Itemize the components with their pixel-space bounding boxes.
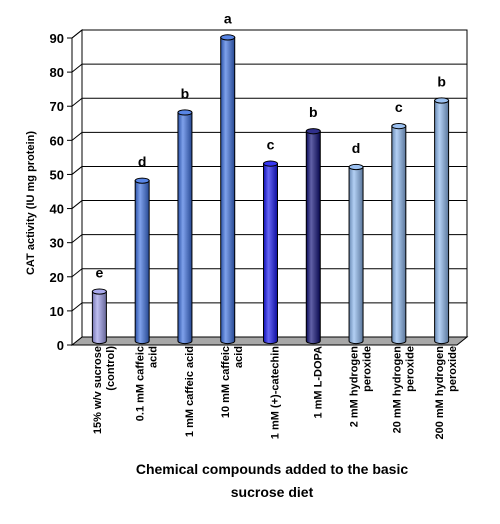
gridline-side: [71, 234, 83, 244]
bar-top: [134, 177, 150, 184]
x-tick-label: 2 mM hydrogen peroxide: [349, 346, 374, 428]
x-tick-label: 10 mM caffeic acid: [220, 346, 245, 418]
x-tick-label-line: 20 mM hydrogen: [391, 346, 403, 434]
y-tick-label: 50: [50, 167, 64, 182]
bar-body: [220, 36, 236, 345]
bar-body: [91, 291, 107, 345]
y-tick-label: 20: [50, 270, 64, 285]
bar-body: [305, 130, 321, 345]
bar-top: [263, 160, 278, 167]
bar-top: [177, 109, 193, 116]
significance-letter: c: [395, 99, 403, 115]
x-tick-label-line: 15% w/v sucrose: [92, 346, 104, 434]
x-tick-label: 1 mM (+)-catechin: [270, 346, 282, 439]
x-tick-label: 15% w/v sucrose (control): [92, 346, 117, 434]
y-tick-label: 30: [50, 236, 64, 251]
x-tick-label: 0.1 mM caffeic acid: [135, 346, 160, 421]
significance-letter: d: [138, 154, 147, 170]
significance-letter: b: [309, 104, 318, 120]
significance-letter: b: [437, 74, 446, 90]
bar-top: [91, 288, 107, 295]
y-tick-label: 0: [57, 338, 64, 353]
x-tick-label-line: peroxide: [404, 346, 416, 392]
x-tick-label-line: 0.1 mM caffeic: [135, 346, 147, 421]
bar: [220, 34, 236, 345]
bar: [348, 163, 364, 345]
y-tick-label: 80: [50, 65, 64, 80]
x-tick-label-line: 200 mM hydrogen: [434, 346, 446, 440]
gridline-side: [71, 302, 83, 312]
y-tick-label: 10: [50, 304, 64, 319]
gridline-side: [71, 63, 83, 73]
x-tick-label: 1 mM caffeic acid: [184, 346, 196, 437]
gridline-side: [71, 166, 83, 175]
x-tick-label-line: peroxide: [362, 346, 374, 392]
x-tick-label-line: (control): [105, 346, 117, 391]
side-wall: [71, 28, 83, 347]
x-tick-label-line: 1 mM L-DOPA: [312, 346, 324, 419]
x-axis-label-line-1: Chemical compounds added to the basic: [136, 461, 408, 477]
x-axis-label-line-2: sucrose diet: [231, 484, 314, 500]
bar: [177, 109, 193, 345]
bar: [134, 177, 150, 345]
significance-letters: e d b a c b d c b: [95, 10, 445, 280]
bar-body: [391, 125, 407, 345]
y-tick-label: 90: [50, 31, 64, 46]
x-tick-label-line: peroxide: [447, 346, 459, 392]
y-axis-label: CAT activity (IU mg protein): [25, 131, 37, 275]
bar-body: [348, 166, 364, 345]
y-tick-label: 60: [50, 133, 64, 148]
bar: [91, 288, 107, 345]
x-tick-label-line: acid: [148, 346, 160, 368]
bar: [263, 160, 278, 345]
gridline-side: [71, 131, 83, 141]
x-tick-label-line: 2 mM hydrogen: [349, 346, 361, 428]
significance-letter: b: [181, 85, 190, 101]
bar-body: [434, 100, 450, 345]
bars: [91, 34, 450, 345]
bar-top: [220, 34, 236, 41]
gridline-side: [71, 200, 83, 209]
significance-letter: a: [224, 10, 232, 26]
bar-body: [263, 163, 278, 345]
bar: [305, 128, 321, 345]
bar-body: [177, 111, 193, 345]
x-tick-label-line: 1 mM caffeic acid: [184, 346, 196, 437]
gridline-side: [71, 268, 83, 278]
bar-top: [305, 128, 321, 135]
x-tick-label: 1 mM L-DOPA: [312, 346, 324, 419]
bar-top: [391, 123, 407, 130]
y-tick-label: 70: [50, 99, 64, 114]
y-tick-labels: 0 10 20 30 40 50 60 70 80 90: [50, 31, 72, 353]
bar-top: [348, 163, 364, 171]
bar-top: [434, 97, 450, 104]
gridline-side: [71, 29, 83, 39]
x-tick-label-line: 10 mM caffeic: [220, 346, 232, 418]
bar-body: [134, 180, 150, 345]
gridline-side: [71, 97, 83, 107]
x-tick-label-line: 1 mM (+)-catechin: [270, 346, 282, 439]
x-tick-labels: 15% w/v sucrose (control) 0.1 mM caffeic ac…: [92, 346, 459, 440]
significance-letter: e: [95, 265, 103, 281]
x-tick-label: 20 mM hydrogen peroxide: [391, 346, 416, 434]
y-tick-label: 40: [50, 202, 64, 217]
bar: [434, 97, 450, 345]
significance-letter: c: [267, 137, 275, 153]
significance-letter: d: [352, 140, 361, 156]
x-tick-label: 200 mM hydrogen peroxide: [434, 346, 459, 440]
x-tick-label-line: acid: [233, 346, 245, 368]
bar: [391, 123, 407, 345]
